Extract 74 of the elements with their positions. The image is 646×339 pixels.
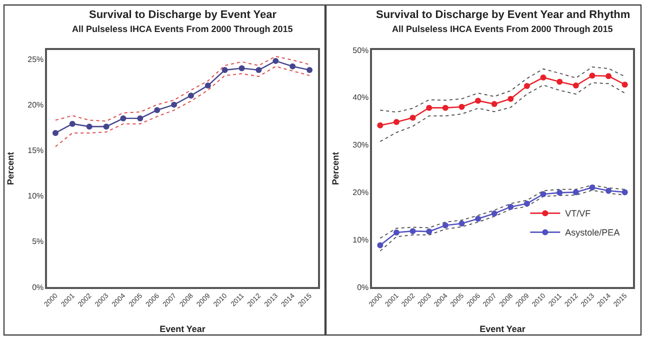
chart-title: Survival to Discharge by Event Year and Rhythm — [376, 9, 630, 21]
point — [103, 124, 110, 130]
y-tick-label: 50% — [352, 46, 369, 55]
point — [589, 72, 596, 79]
point — [377, 242, 384, 248]
point — [426, 104, 432, 111]
point — [188, 92, 194, 99]
point — [204, 82, 211, 89]
point — [475, 216, 482, 222]
point — [69, 120, 76, 127]
point — [442, 222, 448, 228]
point — [393, 119, 400, 126]
y-tick-label: 10% — [28, 192, 44, 201]
point — [410, 114, 416, 121]
line-series — [380, 82, 626, 142]
x-axis-title: Event Year — [160, 324, 206, 334]
y-tick-label: 15% — [28, 146, 44, 156]
y-tick-label: 0% — [32, 282, 44, 292]
point — [606, 188, 612, 194]
point — [572, 189, 579, 196]
y-tick-label: 40% — [352, 93, 369, 102]
x-axis-title: Event Year — [480, 324, 526, 334]
point — [272, 58, 279, 64]
point — [410, 228, 416, 234]
point — [171, 102, 178, 108]
point — [458, 220, 465, 226]
chart-title: Survival to Discharge by Event Year — [89, 9, 278, 21]
y-tick-label: 25% — [28, 54, 44, 64]
y-tick-label: 30% — [352, 140, 369, 150]
line-series — [380, 66, 626, 113]
y-tick-label: 5% — [32, 237, 44, 246]
chart-subtitle: All Pulseless IHCA Events From 2000 Through 2015 — [72, 24, 293, 34]
point — [508, 204, 514, 210]
point — [154, 107, 160, 114]
point — [508, 96, 514, 102]
point — [306, 67, 313, 74]
legend-label: VT/VF — [565, 208, 592, 219]
point — [622, 82, 628, 88]
point — [572, 82, 579, 89]
point — [238, 65, 245, 72]
point — [540, 191, 546, 198]
point — [524, 200, 530, 207]
point — [491, 210, 498, 217]
point — [377, 122, 384, 128]
chart-subtitle: All Pulseless IHCA Events From 2000 Through 2015 — [392, 24, 613, 34]
point — [589, 184, 596, 190]
point — [556, 78, 563, 85]
point — [556, 190, 563, 196]
y-tick-label: 0% — [357, 282, 369, 292]
point — [622, 189, 628, 196]
point — [442, 104, 448, 111]
y-axis-title: Percent — [330, 152, 340, 186]
point — [393, 229, 400, 236]
line-series — [54, 56, 310, 122]
y-tick-label: 20% — [28, 100, 44, 110]
point — [86, 124, 92, 130]
point — [137, 115, 144, 122]
point — [524, 83, 530, 90]
point — [458, 104, 465, 110]
y-tick-label: 10% — [352, 235, 369, 244]
point — [222, 67, 228, 74]
point — [475, 98, 482, 104]
point — [491, 101, 498, 108]
legend-label: Asystole/PEA — [565, 228, 620, 238]
y-tick-label: 20% — [352, 188, 369, 197]
point — [606, 73, 612, 80]
point — [52, 130, 58, 136]
point — [540, 74, 546, 80]
line-series — [54, 66, 310, 148]
point — [256, 67, 262, 74]
point — [426, 228, 432, 235]
point — [290, 63, 296, 70]
point — [120, 115, 126, 122]
y-axis-title: Percent — [5, 152, 16, 186]
